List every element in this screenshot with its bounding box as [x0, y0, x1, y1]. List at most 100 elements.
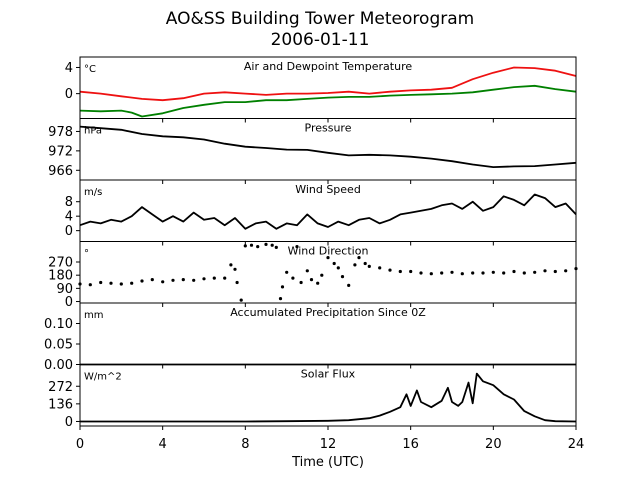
data-point [181, 278, 185, 282]
x-tick-label: 16 [402, 437, 419, 452]
y-tick-label: 0.00 [44, 358, 73, 373]
y-tick-label: 0.10 [44, 317, 73, 332]
data-point [429, 272, 433, 276]
data-point [274, 245, 278, 249]
data-point [212, 276, 216, 280]
panels: 04 Air and Dewpoint Temperature°C96697297… [44, 56, 578, 430]
data-point [460, 272, 464, 276]
data-point [419, 271, 423, 275]
y-tick-label: 4 [65, 210, 73, 225]
data-point [363, 261, 367, 266]
x-tick-label: 24 [568, 437, 585, 452]
data-point [440, 271, 444, 275]
series-line-temperature-0 [79, 66, 577, 102]
data-point [357, 256, 361, 260]
series-line-pressure-0 [79, 125, 577, 169]
data-point [291, 276, 295, 280]
y-tick-label: 136 [48, 397, 73, 412]
data-point [249, 243, 254, 247]
y-tick-label: 0 [65, 224, 73, 239]
panel-unit: hPa [84, 126, 102, 137]
data-point [481, 271, 485, 275]
panel-title: Solar Flux [301, 368, 356, 381]
data-point [316, 281, 320, 285]
y-tick-label: 270 [48, 256, 73, 271]
data-point [320, 273, 324, 277]
data-point [161, 280, 165, 284]
panel-title: Air and Dewpoint Temperature [244, 60, 412, 73]
series-line-temperature-1 [79, 84, 577, 118]
data-point [239, 298, 243, 302]
x-tick-label: 20 [485, 437, 502, 452]
data-point [378, 266, 382, 270]
panel-title: Wind Direction [288, 245, 369, 258]
data-point [309, 278, 314, 282]
y-tick-label: 4 [65, 61, 73, 76]
panel-title: Wind Speed [295, 183, 361, 196]
data-point [326, 256, 330, 260]
y-tick-label: 966 [48, 164, 73, 179]
panel-unit: m/s [84, 187, 102, 198]
data-point [512, 269, 516, 274]
panel-title: Accumulated Precipitation Since 0Z [230, 306, 426, 319]
data-point [491, 270, 495, 274]
x-axis-label: Time (UTC) [291, 455, 364, 470]
y-tick-label: 0 [65, 295, 73, 310]
figure-title-line1: AO&SS Building Tower Meteorogram [166, 9, 474, 29]
panel-solar_flux: 0 136 272 Solar Flux W/m^2 [48, 364, 577, 430]
data-point [450, 270, 454, 274]
panel-unit: °C [84, 64, 96, 75]
data-point [388, 268, 392, 272]
data-point [367, 264, 371, 268]
x-axis: 0 4 8 12 16 20 24 [76, 437, 584, 452]
data-point [336, 266, 340, 270]
panel-unit: mm [84, 310, 103, 321]
panel-unit: ° [84, 249, 89, 260]
panel-wind_speed: 048 Wind Speed m/s [65, 179, 577, 246]
data-point [233, 267, 237, 271]
data-point [192, 278, 196, 282]
data-point [264, 242, 268, 246]
y-tick-label: 272 [48, 380, 73, 395]
data-point [119, 282, 123, 286]
data-point [471, 271, 475, 275]
data-point [243, 244, 247, 248]
y-tick-label: 0 [65, 87, 73, 102]
y-tick-label: 8 [65, 195, 73, 210]
data-point [202, 277, 206, 281]
x-tick-label: 12 [320, 437, 337, 452]
data-point [171, 278, 175, 282]
data-point [150, 278, 154, 282]
data-point [256, 245, 260, 249]
x-tick-label: 0 [76, 437, 84, 452]
data-point [270, 243, 274, 247]
data-point [88, 283, 92, 287]
panel-title: Pressure [305, 122, 352, 135]
data-point [130, 281, 134, 285]
data-point [543, 269, 547, 273]
series-line-solar_flux-0 [80, 372, 577, 423]
data-point [229, 263, 233, 267]
data-point [502, 271, 506, 275]
data-point [533, 270, 537, 274]
data-point [353, 263, 357, 267]
figure-title-line2: 2006-01-11 [271, 30, 370, 50]
y-tick-label: 90 [56, 282, 73, 297]
panel-unit: W/m^2 [84, 372, 122, 383]
data-point [299, 280, 303, 285]
y-tick-label: 972 [48, 144, 73, 159]
data-point [564, 269, 568, 273]
data-point [340, 275, 345, 279]
data-point [285, 270, 289, 274]
data-point [223, 276, 227, 280]
data-point [278, 297, 283, 301]
x-tick-label: 8 [241, 437, 249, 452]
panel-precipitation: 0.00 0.05 0.10 Accumulated Precipitation Si… [44, 302, 577, 373]
data-point [140, 279, 144, 283]
data-point [295, 245, 299, 249]
data-point [522, 271, 526, 275]
data-point [553, 269, 557, 274]
series-line-wind_speed-0 [79, 193, 577, 230]
